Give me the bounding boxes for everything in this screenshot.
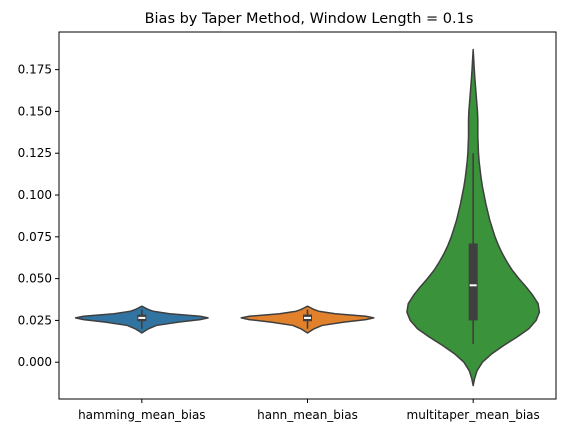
violin-iqr-box [468,243,478,321]
x-axis: hamming_mean_bias hann_mean_bias multitape… [78,399,540,422]
y-tick-label: 0.000 [18,355,52,369]
y-tick-label: 0.075 [18,230,52,244]
x-tick-label: multitaper_mean_bias [407,408,540,422]
y-tick-label: 0.025 [18,313,52,327]
y-tick-label: 0.050 [18,272,52,286]
x-tick-label: hamming_mean_bias [78,408,205,422]
plot-area-frame [58,31,557,400]
y-tick-label: 0.100 [18,188,52,202]
y-axis: 0.000 0.025 0.050 0.075 0.100 0.125 0.150 0.175 [18,63,59,369]
y-tick-label: 0.175 [18,63,52,77]
chart-title: Bias by Taper Method, Window Length = 0.… [145,11,474,27]
y-tick-label: 0.125 [18,146,52,160]
y-tick-label: 0.150 [18,104,52,118]
violins-group [74,48,541,387]
x-tick-label: hann_mean_bias [257,408,358,422]
